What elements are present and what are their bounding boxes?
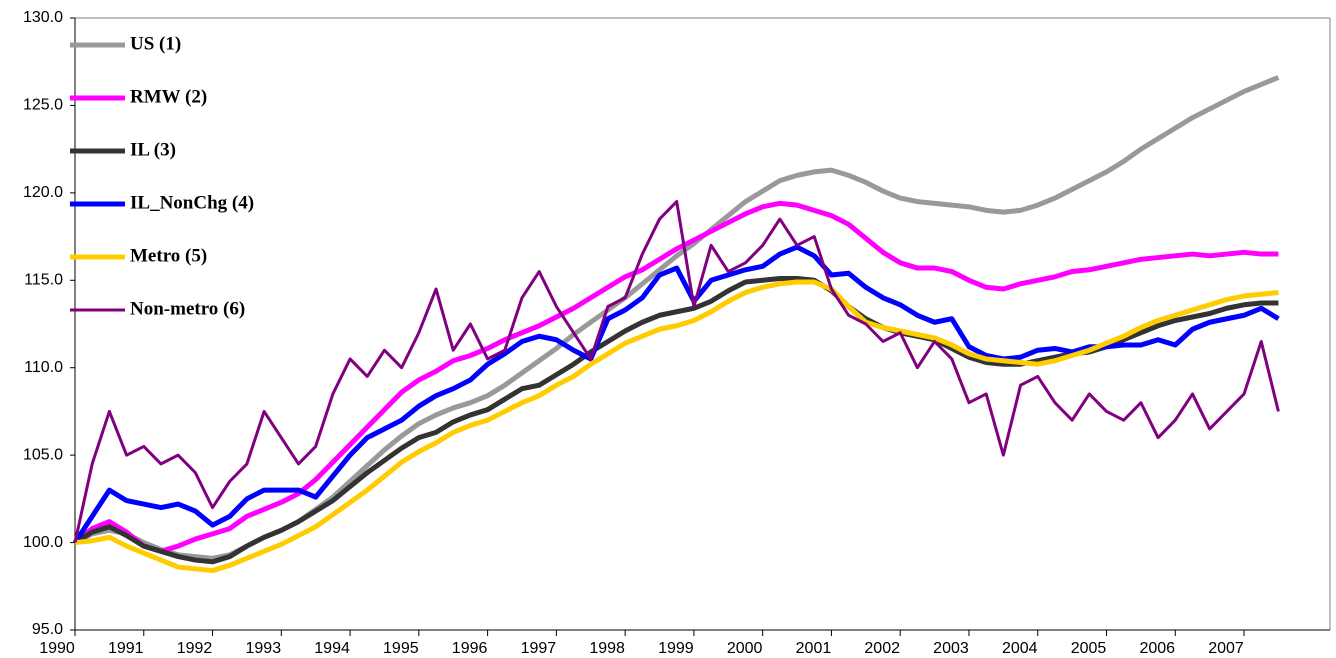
legend-label: Metro (5) — [130, 245, 207, 266]
x-tick-label: 1991 — [108, 640, 144, 657]
y-tick-label: 105.0 — [23, 446, 63, 463]
y-tick-label: 95.0 — [32, 621, 63, 638]
x-tick-label: 1997 — [521, 640, 557, 657]
x-tick-label: 2001 — [796, 640, 832, 657]
x-tick-label: 2005 — [1071, 640, 1107, 657]
series-line — [73, 200, 1280, 543]
series-line — [72, 244, 1280, 544]
x-tick-label: 1996 — [452, 640, 488, 657]
y-tick-label: 130.0 — [23, 9, 63, 26]
series-line — [73, 200, 1279, 554]
legend-label: US (1) — [130, 33, 181, 54]
x-tick-label: 2004 — [1002, 640, 1038, 657]
x-tick-label: 2006 — [1139, 640, 1175, 657]
y-tick-label: 120.0 — [23, 184, 63, 201]
legend-label: RMW (2) — [130, 86, 207, 107]
series-line — [73, 276, 1279, 565]
legend-label: Non-metro (6) — [130, 298, 245, 319]
x-tick-label: 2003 — [933, 640, 969, 657]
y-tick-label: 115.0 — [24, 272, 63, 289]
x-tick-label: 1999 — [658, 640, 694, 657]
x-tick-label: 1994 — [314, 640, 350, 657]
y-tick-label: 110.0 — [24, 359, 63, 376]
x-tick-label: 1998 — [589, 640, 625, 657]
series-line — [74, 279, 1279, 574]
y-tick-label: 100.0 — [23, 534, 63, 551]
x-tick-label: 2002 — [864, 640, 900, 657]
legend-label: IL (3) — [130, 139, 176, 160]
y-tick-label: 125.0 — [23, 97, 63, 114]
x-tick-label: 2007 — [1208, 640, 1244, 657]
x-tick-label: 1992 — [177, 640, 213, 657]
series-line — [73, 75, 1280, 561]
x-tick-label: 1993 — [246, 640, 282, 657]
x-tick-label: 1995 — [383, 640, 419, 657]
x-tick-label: 2000 — [727, 640, 763, 657]
x-tick-label: 1990 — [39, 640, 75, 657]
legend-label: IL_NonChg (4) — [130, 192, 254, 213]
